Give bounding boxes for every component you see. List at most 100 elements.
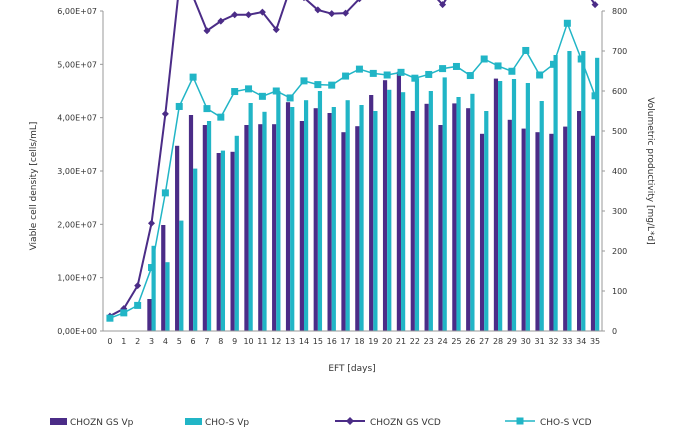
bar-chozn-gs-vp: [161, 225, 166, 331]
point-cho-s-vcd: [439, 65, 447, 73]
x-tick-label: 3: [149, 337, 154, 346]
point-cho-s-vcd: [383, 71, 391, 79]
bar-chozn-gs-vp: [313, 108, 318, 331]
x-tick-label: 21: [396, 337, 406, 346]
bar-cho-s-vp: [511, 79, 517, 331]
point-cho-s-vcd: [563, 19, 571, 27]
bar-chozn-gs-vp: [272, 124, 277, 331]
point-cho-s-vcd: [314, 81, 322, 89]
point-cho-s-vcd: [231, 88, 239, 96]
x-tick-label: 27: [479, 337, 489, 346]
bar-chozn-gs-vp: [216, 153, 221, 331]
point-cho-s-vcd: [148, 264, 156, 272]
x-tick-label: 15: [313, 337, 323, 346]
bar-chozn-gs-vp: [244, 125, 249, 331]
axes: [100, 10, 605, 332]
point-cho-s-vcd: [466, 72, 474, 80]
point-cho-s-vcd: [369, 69, 377, 77]
right-tick-label: 700: [612, 47, 627, 56]
x-tick-label: 11: [257, 337, 267, 346]
bar-chozn-gs-vp: [396, 71, 402, 332]
bar-chozn-gs-vp: [188, 115, 194, 331]
point-cho-s-vcd: [189, 73, 197, 81]
bar-cho-s-vp: [179, 220, 184, 331]
y-axis-right-title: Volumetric productivity [mg/L*d]: [645, 97, 655, 244]
x-tick-label: 31: [535, 337, 545, 346]
point-chozn-gs-vcd: [148, 219, 156, 227]
legend-swatch-chozn-gs-vp: [50, 418, 67, 425]
x-tick-label: 28: [493, 337, 503, 346]
bar-cho-s-vp: [359, 105, 364, 331]
bar-chozn-gs-vp: [230, 151, 235, 331]
point-cho-s-vcd: [397, 68, 405, 76]
bar-cho-s-vp: [456, 97, 461, 331]
x-tick-label: 35: [590, 337, 600, 346]
left-tick-labels: 0,00E+00 1,00E+07 2,00E+07 3,00E+07 4,00E+07…: [57, 7, 97, 336]
x-tick-label: 33: [562, 337, 572, 346]
bar-cho-s-vp: [345, 100, 350, 331]
point-cho-s-vcd: [591, 92, 599, 100]
x-tick-label: 30: [521, 337, 531, 346]
bar-chozn-gs-vp: [355, 126, 360, 331]
bar-chozn-gs-vp: [299, 121, 304, 331]
point-chozn-gs-vcd: [328, 10, 336, 18]
point-cho-s-vcd: [342, 72, 350, 80]
right-tick-label: 800: [612, 7, 627, 16]
point-chozn-gs-vcd: [245, 11, 253, 19]
point-chozn-gs-vcd: [439, 1, 447, 9]
point-cho-s-vcd: [480, 55, 488, 63]
x-tick-label: 12: [271, 337, 281, 346]
x-tick-label: 17: [340, 337, 350, 346]
right-tick-label: 0: [612, 327, 617, 336]
y-axis-left-title: Viable cell density [cells/mL]: [29, 122, 39, 251]
right-tick-label: 100: [612, 287, 627, 296]
x-tick-label: 19: [368, 337, 378, 346]
bar-chozn-gs-vp: [147, 299, 152, 331]
line-chozn-gs-vcd: [109, 0, 596, 317]
bar-cho-s-vp: [484, 111, 489, 331]
point-cho-s-vcd: [175, 102, 183, 110]
point-chozn-gs-vcd: [591, 1, 599, 9]
x-tick-label: 32: [548, 337, 558, 346]
point-chozn-gs-vcd: [302, 0, 306, 2]
bar-cho-s-vp: [262, 111, 267, 331]
left-tick-label: 5,00E+07: [57, 60, 97, 69]
x-axis-title: EFT [days]: [328, 364, 375, 374]
point-cho-s-vcd: [272, 87, 280, 95]
point-cho-s-vcd: [258, 92, 266, 100]
bar-chozn-gs-vp: [382, 80, 388, 331]
bar-cho-s-vp: [276, 91, 281, 331]
bar-cho-s-vp: [151, 245, 156, 331]
left-tick-label: 4,00E+07: [57, 114, 97, 123]
point-chozn-gs-vcd: [342, 9, 350, 17]
legend-marker-chozn-gs-vcd: [346, 417, 354, 425]
bar-chozn-gs-vp: [535, 132, 540, 331]
bar-cho-s-vp: [442, 77, 447, 332]
x-tick-label: 8: [218, 337, 223, 346]
x-tick-labels: 0 1 2 3 4 5 6 7 8 9 10 11 12 13 14 15 16 17 18 19 20 21 22 23 24…: [107, 337, 600, 346]
x-tick-label: 0: [107, 337, 112, 346]
point-cho-s-vcd: [494, 62, 502, 70]
point-cho-s-vcd: [536, 71, 544, 79]
point-cho-s-vcd: [355, 65, 363, 73]
lines: [106, 0, 599, 322]
bar-cho-s-vp: [193, 168, 198, 331]
bar-chozn-gs-vp: [466, 108, 471, 331]
point-cho-s-vcd: [300, 77, 308, 85]
legend-label-chozn-gs-vp: CHOZN GS Vp: [70, 418, 134, 428]
left-tick-label: 6,00E+07: [57, 7, 97, 16]
bar-chozn-gs-vp: [590, 135, 596, 331]
point-cho-s-vcd: [508, 67, 516, 75]
right-tick-label: 400: [612, 167, 627, 176]
point-cho-s-vcd: [245, 85, 253, 93]
bar-chozn-gs-vp: [549, 133, 554, 331]
left-tick-label: 3,00E+07: [57, 167, 97, 176]
right-tick-label: 300: [612, 207, 627, 216]
legend: CHOZN GS Vp CHO-S Vp CHOZN GS VCD CHO-S …: [50, 417, 592, 428]
point-cho-s-vcd: [217, 113, 225, 121]
x-tick-label: 10: [243, 337, 253, 346]
bar-chozn-gs-vp: [563, 126, 568, 331]
bar-chozn-gs-vp: [202, 125, 207, 331]
point-cho-s-vcd: [161, 189, 169, 197]
